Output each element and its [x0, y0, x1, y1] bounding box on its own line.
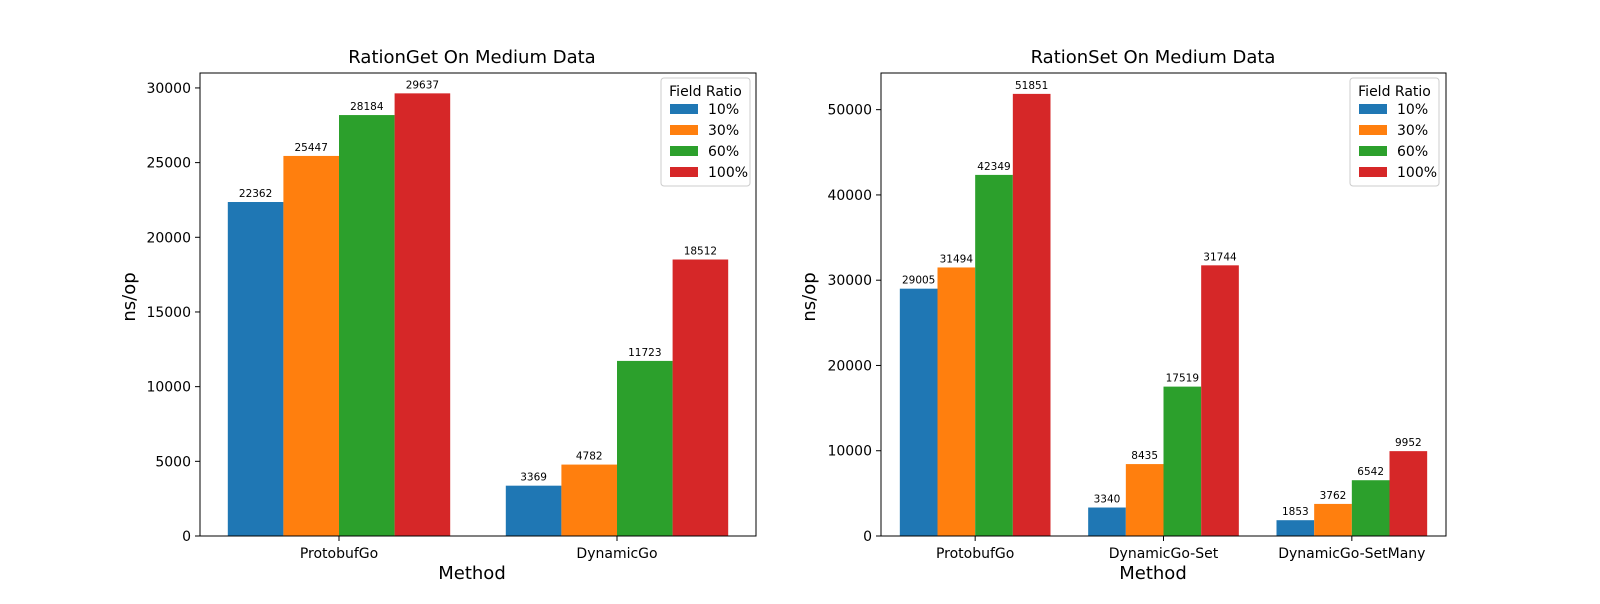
data-label: 3369 — [520, 472, 547, 484]
chart-title: RationGet On Medium Data — [348, 47, 595, 68]
y-tick-label: 30000 — [827, 273, 872, 289]
x-tick-label: DynamicGo-SetMany — [1278, 546, 1425, 562]
data-label: 51851 — [1015, 80, 1048, 92]
y-tick-label: 40000 — [827, 188, 872, 204]
bar-protobufgo-10 — [899, 288, 938, 536]
y-tick-label: 10000 — [146, 380, 191, 396]
legend-label: 100% — [708, 165, 748, 181]
bar-dynamicgo-set-60 — [1163, 386, 1202, 536]
chart-marks: 22362 3369 25447 4782 28184 11723 29637 18512 0 5… — [146, 79, 729, 562]
legend-swatch-60 — [670, 146, 698, 156]
legend-swatch-30 — [1359, 125, 1387, 135]
data-label: 17519 — [1166, 373, 1199, 385]
bar-protobufgo-60 — [339, 115, 395, 536]
data-label: 4782 — [576, 451, 603, 463]
y-tick-label: 0 — [863, 529, 872, 545]
y-tick-label: 20000 — [146, 230, 191, 246]
bar-protobufgo-30 — [283, 155, 339, 536]
plot-frame — [880, 72, 1447, 537]
data-label: 31744 — [1203, 251, 1237, 263]
y-tick-label: 10000 — [827, 444, 872, 460]
bar-protobufgo-10 — [227, 202, 284, 536]
legend-swatch-10 — [670, 104, 698, 114]
legend-label: 10% — [1397, 102, 1428, 118]
y-tick-label: 50000 — [827, 103, 872, 119]
bar-dynamicgo-setmany-30 — [1314, 503, 1352, 536]
legend-label: 100% — [1397, 165, 1437, 181]
legend-label: 30% — [708, 123, 739, 139]
data-label: 3340 — [1094, 494, 1121, 506]
bar-protobufgo-30 — [937, 267, 976, 536]
bar-dynamicgo-60 — [617, 360, 673, 536]
data-label: 42349 — [977, 161, 1010, 173]
y-axis-label: ns/op — [799, 272, 820, 321]
legend-swatch-10 — [1359, 104, 1387, 114]
x-tick-label: DynamicGo-Set — [1109, 546, 1219, 562]
bar-dynamicgo-set-30 — [1125, 464, 1164, 536]
data-label: 28184 — [350, 101, 384, 113]
x-axis-label: Method — [1119, 563, 1187, 584]
chart-title: RationSet On Medium Data — [1031, 47, 1276, 68]
x-tick-label: DynamicGo — [576, 546, 657, 562]
y-tick-label: 30000 — [146, 81, 191, 97]
legend-label: 60% — [1397, 144, 1428, 160]
legend-label: 30% — [1397, 123, 1428, 139]
data-label: 1853 — [1282, 506, 1309, 518]
chart-ration-get: RationGet On Medium Data ns/op Method 22… — [119, 47, 757, 584]
bar-dynamicgo-100 — [672, 259, 729, 536]
bar-dynamicgo-set-100 — [1201, 265, 1239, 536]
data-label: 22362 — [239, 188, 272, 200]
x-tick-label: ProtobufGo — [936, 546, 1014, 562]
legend: Field Ratio 10% 30% 60% 100% — [660, 77, 751, 187]
y-tick-label: 20000 — [827, 358, 872, 374]
bar-protobufgo-100 — [1012, 93, 1051, 536]
data-label: 18512 — [684, 246, 717, 258]
data-label: 29637 — [406, 79, 439, 91]
bar-protobufgo-60 — [975, 174, 1013, 536]
legend-items: 10% 30% 60% 100% — [1359, 102, 1437, 181]
bar-dynamicgo-10 — [505, 485, 562, 536]
y-axis-label: ns/op — [119, 272, 140, 321]
y-tick-label: 25000 — [146, 156, 191, 172]
legend-title: Field Ratio — [669, 84, 742, 100]
legend-items: 10% 30% 60% 100% — [670, 102, 748, 181]
x-tick-label: ProtobufGo — [300, 546, 378, 562]
legend-label: 60% — [708, 144, 739, 160]
legend-swatch-60 — [1359, 146, 1387, 156]
bar-dynamicgo-setmany-100 — [1389, 451, 1428, 536]
bar-dynamicgo-setmany-60 — [1351, 480, 1390, 536]
x-axis-label: Method — [438, 563, 506, 584]
y-tick-label: 5000 — [155, 454, 191, 470]
bar-dynamicgo-set-10 — [1088, 507, 1126, 536]
data-label: 9952 — [1395, 437, 1422, 449]
legend-label: 10% — [708, 102, 739, 118]
data-label: 6542 — [1357, 466, 1384, 478]
bar-dynamicgo-30 — [561, 464, 617, 536]
data-label: 3762 — [1320, 490, 1347, 502]
chart-marks: 29005 3340 1853 31494 8435 3762 42349 17519 6542… — [827, 80, 1428, 562]
data-label: 11723 — [628, 347, 661, 359]
legend-swatch-30 — [670, 125, 698, 135]
chart-ration-set: RationSet On Medium Data ns/op Method 29… — [799, 47, 1447, 584]
data-label: 31494 — [940, 253, 974, 265]
bar-protobufgo-100 — [394, 93, 451, 537]
data-label: 25447 — [294, 142, 327, 154]
legend-swatch-100 — [670, 167, 698, 177]
data-label: 8435 — [1131, 450, 1158, 462]
y-tick-label: 0 — [182, 529, 191, 545]
data-label: 29005 — [902, 275, 935, 287]
legend-title: Field Ratio — [1358, 84, 1431, 100]
plot-frame — [199, 72, 757, 537]
legend: Field Ratio 10% 30% 60% 100% — [1349, 77, 1440, 187]
legend-swatch-100 — [1359, 167, 1387, 177]
bar-dynamicgo-setmany-10 — [1276, 520, 1315, 536]
y-tick-label: 15000 — [146, 305, 191, 321]
